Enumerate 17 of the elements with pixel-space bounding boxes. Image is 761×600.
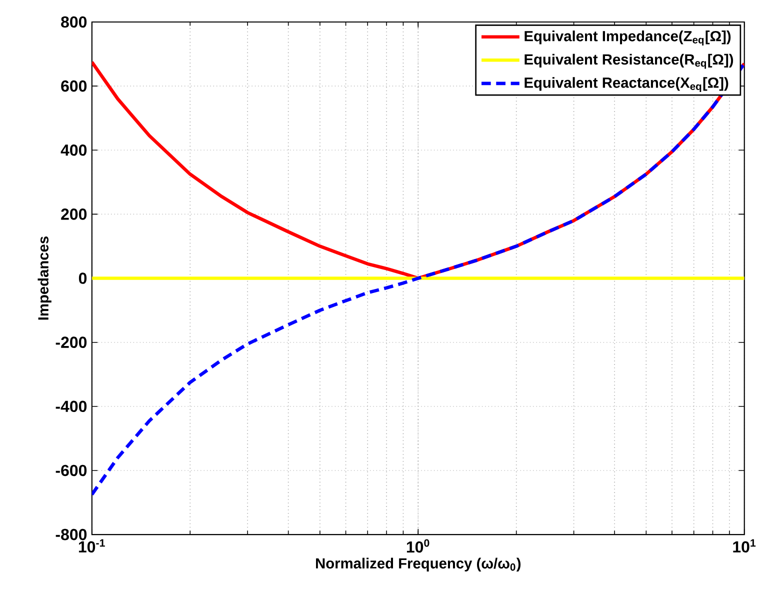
y-tick-label: -200 [56, 336, 87, 348]
y-tick-label: -600 [56, 464, 87, 476]
y-tick-label: -400 [56, 400, 87, 412]
y-tick-label: 800 [61, 16, 87, 28]
y-axis-title: Impedances [38, 236, 52, 320]
y-tick-label: 200 [61, 208, 87, 220]
y-tick-label: 0 [78, 272, 87, 284]
legend-label: Equivalent Reactance(X$_{eq}$[Ω]) [524, 76, 728, 92]
legend-label: Equivalent Resistance(R$_{eq}$[Ω]) [524, 54, 734, 69]
y-tick-label: 600 [61, 80, 87, 92]
x-tick-label: 10$^{-1}$ [78, 539, 105, 552]
y-tick-label: 400 [60, 144, 87, 156]
x-axis-title: Normalized Frequency (ω/ω$_{0}$) [316, 558, 521, 572]
x-tick-label: 10$^{0}$ [406, 539, 430, 552]
legend-label: Equivalent Impedance(Z$_{eq}$[Ω]) [524, 30, 731, 46]
y-tick-label: -800 [56, 528, 87, 540]
x-tick-label: 10$^{1}$ [733, 539, 756, 552]
